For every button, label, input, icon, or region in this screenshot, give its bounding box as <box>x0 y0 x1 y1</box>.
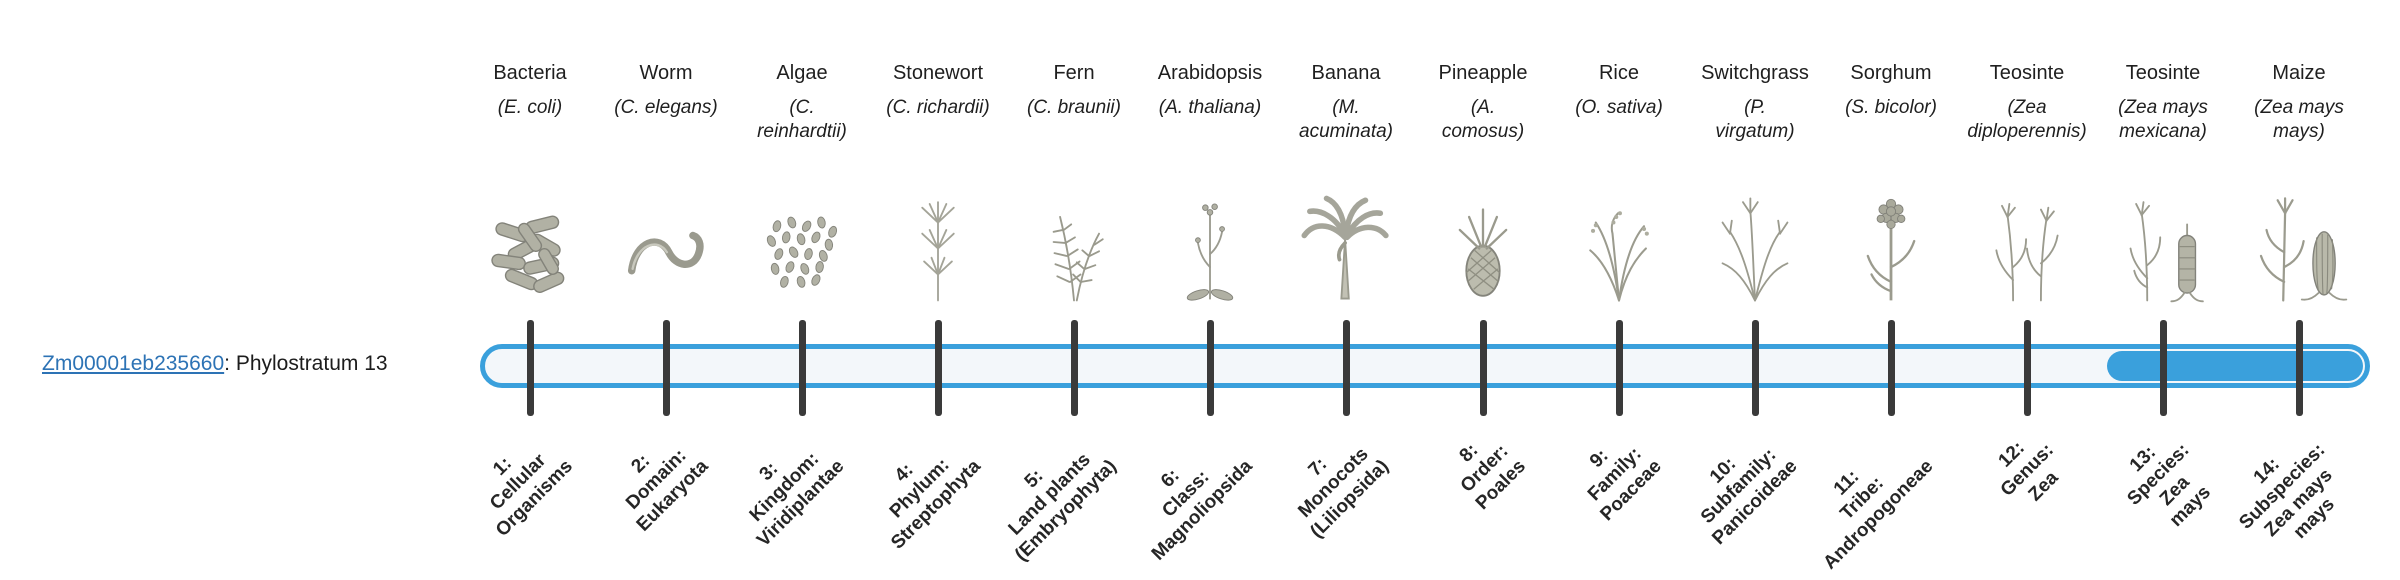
timeline-tick <box>662 320 670 416</box>
organism-scientific-name: (Zea diploperennis) <box>1967 97 2087 142</box>
stratum-label: 8: Order: Poales <box>1455 439 1530 514</box>
stratum-label: 9: Family: Poaceae <box>1584 443 1666 526</box>
organism-name: Bacteria <box>493 62 567 84</box>
timeline-tick <box>1751 320 1759 416</box>
timeline-tick <box>1342 320 1350 416</box>
organism-name: Teosinte <box>1989 62 2065 84</box>
organism-scientific-name: (Zea mays mays) <box>2254 97 2344 142</box>
organism-scientific-name: (Zea mays mexicana) <box>2118 97 2208 142</box>
organism-scientific-name: (C. braunii) <box>1027 97 1121 118</box>
organism-scientific-name: (A. thaliana) <box>1158 97 1262 118</box>
gene-link[interactable]: Zm00001eb235660 <box>42 352 225 375</box>
gene-label: Zm00001eb235660: Phylostratum 13 <box>42 352 388 376</box>
timeline-tick <box>798 320 806 416</box>
stratum-label: 6: Class: Magnoliopsida <box>1147 455 1257 565</box>
worm-icon <box>611 166 721 306</box>
rice-icon <box>1564 166 1674 306</box>
organism-name: Algae <box>776 62 828 84</box>
sorghum-icon <box>1836 166 1946 306</box>
stratum-label: 4: Phylum: Streptophyta <box>885 454 985 554</box>
organism-scientific-name: (E. coli) <box>497 97 563 118</box>
organism-name: Fern <box>1053 62 1095 84</box>
organism-scientific-name: (C. elegans) <box>614 97 718 118</box>
timeline-tick <box>1206 320 1214 416</box>
timeline-tick <box>934 320 942 416</box>
stratum-label: 5: Land plants (Embryophyta) <box>1004 449 1121 566</box>
fern-icon <box>1019 166 1129 306</box>
stratum-label: 13: Species: Zea mays <box>2123 439 2215 532</box>
timeline-tick <box>2295 320 2303 416</box>
maize-icon <box>2244 166 2354 306</box>
timeline-tick <box>2159 320 2167 416</box>
organism-name: Teosinte <box>2125 62 2201 84</box>
banana-icon <box>1291 166 1401 306</box>
organism-scientific-name: (P. virgatum) <box>1715 97 1795 142</box>
stratum-label: 14: Subspecies: Zea mays mays <box>2235 439 2339 544</box>
organism-name: Maize <box>2272 62 2326 84</box>
organism-name: Pineapple <box>1438 62 1528 84</box>
organism-scientific-name: (O. sativa) <box>1575 97 1663 118</box>
phylostrata-bar-fill <box>2107 351 2363 381</box>
timeline-tick <box>1887 320 1895 416</box>
bacteria-icon <box>475 166 585 306</box>
organism-name: Rice <box>1598 62 1639 84</box>
stratum-label: 11: Tribe: Andropogoneae <box>1819 455 1938 574</box>
stratum-label: 3: Kingdom: Viridiplantae <box>746 448 849 551</box>
stratum-label: 7: Monocots (Liliopsida) <box>1294 443 1393 543</box>
pineapple-icon <box>1428 166 1538 306</box>
teosinte-diploperennis-icon <box>1972 166 2082 306</box>
organism-scientific-name: (S. bicolor) <box>1845 97 1937 118</box>
organism-scientific-name: (A. comosus) <box>1441 97 1525 142</box>
switchgrass-icon <box>1700 166 1810 306</box>
organism-name: Worm <box>639 62 693 84</box>
teosinte-mexicana-icon <box>2108 166 2218 306</box>
stratum-label: 12: Genus: Zea <box>1994 437 2062 506</box>
timeline-tick <box>1479 320 1487 416</box>
organism-scientific-name: (C. reinhardtii) <box>757 97 847 142</box>
timeline-tick <box>2023 320 2031 416</box>
stonewort-icon <box>883 166 993 306</box>
organism-name: Stonewort <box>892 62 984 84</box>
phylostrata-bar <box>480 344 2370 388</box>
arabidopsis-icon <box>1155 166 1265 306</box>
stratum-label: 10: Subfamily: Panicoideae <box>1697 444 1802 549</box>
organism-name: Switchgrass <box>1701 62 1809 84</box>
organism-scientific-name: (C. richardii) <box>886 97 990 118</box>
timeline-tick <box>1070 320 1078 416</box>
organism-name: Banana <box>1311 62 1381 84</box>
stratum-label: 1: Cellular Organisms <box>486 450 577 541</box>
algae-icon <box>747 166 857 306</box>
organism-name: Arabidopsis <box>1157 62 1263 84</box>
organism-name: Sorghum <box>1850 62 1932 84</box>
phylostratum-text: : Phylostratum 13 <box>224 352 388 375</box>
stratum-label: 2: Domain: Eukaryota <box>622 445 713 536</box>
timeline-tick <box>1615 320 1623 416</box>
organism-scientific-name: (M. acuminata) <box>1299 97 1393 142</box>
timeline-tick <box>526 320 534 416</box>
